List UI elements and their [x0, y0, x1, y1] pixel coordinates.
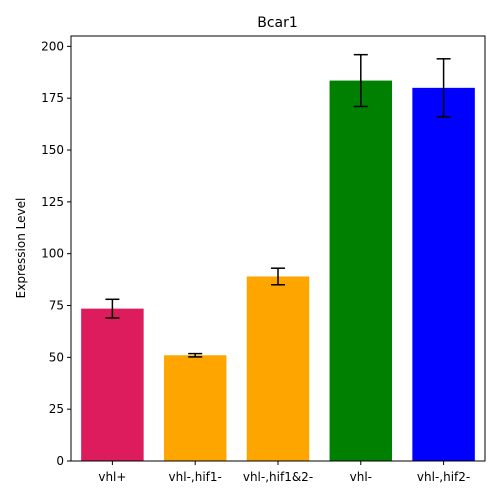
y-tick-label-7: 175	[41, 91, 64, 105]
bar-2	[246, 276, 310, 461]
bar-3	[329, 80, 393, 461]
y-tick-label-8: 200	[41, 39, 64, 53]
chart-title: Bcar1	[257, 15, 298, 31]
y-tick-label-2: 50	[49, 350, 64, 364]
bar-1	[163, 355, 227, 461]
x-tick-label-3: vhl-	[350, 470, 372, 484]
x-tick-label-1: vhl-,hif1-	[169, 470, 222, 484]
y-tick-label-0: 0	[56, 454, 64, 468]
y-tick-label-5: 125	[41, 195, 64, 209]
axes-frame	[70, 35, 486, 462]
plot-area: vhl+ vhl-,hif1- vhl-,hif1&2- vhl-vhl-,hif2-…	[41, 35, 486, 484]
y-tick-label-3: 75	[49, 299, 64, 313]
bar-0	[81, 308, 144, 461]
y-tick-label-6: 150	[41, 143, 64, 157]
x-tick-label-2: vhl-,hif1&2-	[243, 470, 313, 484]
y-axis-label: Expression Level	[14, 198, 28, 299]
x-tick-label-0: vhl+	[98, 470, 126, 484]
y-tick-label-1: 25	[49, 402, 64, 416]
y-tick-label-4: 100	[41, 247, 64, 261]
x-tick-label-4: vhl-,hif2-	[417, 470, 470, 484]
bar-4	[412, 87, 475, 461]
